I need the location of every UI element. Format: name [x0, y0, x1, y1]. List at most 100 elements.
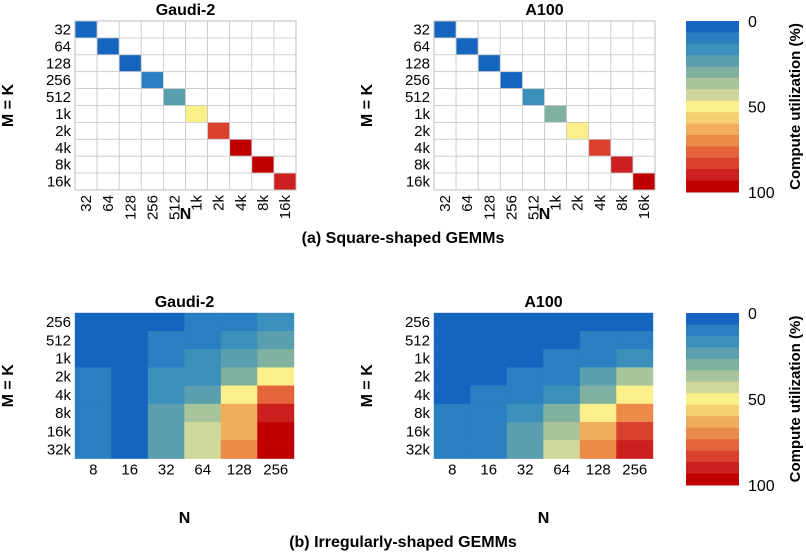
y-tick-label: 64	[413, 38, 430, 55]
heatmap-cell	[140, 54, 164, 73]
heatmap-cell	[184, 385, 222, 405]
heatmap-cell	[499, 105, 523, 123]
x-tick-label: 512	[166, 195, 183, 220]
x-tick-label: 1k	[548, 195, 565, 211]
heatmap-cell	[74, 367, 112, 387]
heatmap-cell	[147, 422, 185, 441]
y-tick-label: 128	[405, 55, 430, 72]
y-axis-title: M = K	[0, 364, 17, 408]
heatmap-cell	[185, 71, 209, 89]
x-tick-label: 256	[144, 195, 161, 220]
heatmap-cell	[207, 20, 231, 39]
heatmap-cell	[140, 37, 164, 56]
x-tick-label: 16k	[636, 195, 653, 220]
heatmap-cell	[566, 54, 590, 73]
heatmap-cell	[544, 122, 568, 140]
heatmap-cell	[433, 331, 471, 350]
heatmap-cell	[207, 71, 231, 89]
x-tick-label: 16	[480, 462, 497, 479]
heatmap-cell	[162, 71, 186, 89]
heatmap-cell	[632, 105, 656, 123]
heatmap-cell	[433, 349, 471, 368]
heatmap-cell	[185, 155, 209, 174]
heatmap-cell	[433, 385, 471, 405]
heatmap-cell	[544, 155, 568, 174]
heatmap-cell	[433, 172, 457, 191]
heatmap-cell	[588, 138, 612, 157]
heatmap-cell	[433, 37, 457, 56]
heatmap-cell	[273, 105, 297, 123]
y-tick-label: 32k	[406, 442, 431, 459]
heatmap-cell	[220, 331, 258, 350]
heatmap-cell	[74, 440, 112, 459]
heatmap-cell	[579, 367, 617, 387]
x-axis-title: N	[180, 206, 192, 223]
heatmap-cell	[566, 105, 590, 123]
heatmap-cell	[207, 138, 231, 157]
heatmap-cell	[229, 37, 253, 56]
heatmap-cell	[184, 367, 222, 387]
heatmap-cell	[579, 385, 617, 405]
heatmap-cell	[74, 422, 112, 441]
heatmap-cell	[455, 155, 479, 174]
heatmap-cell	[477, 155, 501, 174]
heatmap-cell	[111, 312, 149, 332]
colorbar-tick-label: 50	[748, 100, 766, 117]
heatmap-cell	[455, 37, 479, 56]
heatmap-cell	[111, 367, 149, 387]
colorbar-swatch	[686, 89, 739, 102]
y-axis-title: M = K	[0, 84, 17, 128]
heatmap-cell	[433, 440, 471, 459]
heatmap-cell	[477, 54, 501, 73]
heatmap-cell	[273, 155, 297, 174]
colorbar-tick-label: 0	[748, 306, 757, 323]
x-tick-label: 8	[448, 462, 456, 479]
heatmap-cell	[506, 422, 544, 441]
heatmap-cell	[74, 349, 112, 368]
heatmap-cell	[111, 422, 149, 441]
x-tick-label: 16	[121, 462, 138, 479]
heatmap-cell	[499, 71, 523, 89]
heatmap-cell	[184, 440, 222, 459]
heatmap-cell	[257, 422, 295, 441]
heatmap-cell	[74, 331, 112, 350]
heatmap-cell	[433, 105, 457, 123]
heatmap-cell	[522, 172, 545, 191]
heatmap-cell	[257, 331, 295, 350]
heatmap-cell	[257, 403, 295, 423]
heatmap-cell	[588, 155, 612, 174]
heatmap-cell	[96, 122, 120, 140]
heatmap-cell	[220, 440, 258, 459]
colorbar-swatch	[686, 55, 739, 68]
heatmap-cell	[522, 105, 545, 123]
heatmap-cell	[632, 88, 656, 106]
heatmap-cell	[96, 88, 120, 106]
y-tick-label: 2k	[414, 123, 430, 140]
heatmap-cell	[185, 54, 209, 73]
y-tick-label: 2k	[55, 369, 71, 386]
colorbar-a: 0 50 100 Compute utilization (%)	[686, 14, 804, 202]
heatmap-cell	[470, 312, 508, 332]
heatmap-cell	[544, 20, 568, 39]
heatmap-cell	[185, 122, 209, 140]
heatmap-cell	[147, 385, 185, 405]
x-tick-label: 128	[586, 462, 611, 479]
heatmap-cell	[118, 20, 142, 39]
heatmap-cell	[207, 88, 231, 106]
heatmap-cell	[147, 440, 185, 459]
y-tick-label: 4k	[414, 140, 430, 157]
heatmap-cell	[251, 54, 275, 73]
heatmap-cell	[566, 71, 590, 89]
heatmap-cell	[257, 440, 295, 459]
x-tick-label: 8	[89, 462, 97, 479]
x-tick-label: 32	[437, 195, 454, 212]
panel-title: A100	[524, 294, 562, 311]
heatmap-cell	[147, 367, 185, 387]
panel-title: Gaudi-2	[155, 294, 215, 311]
heatmap-cell	[499, 172, 523, 191]
heatmap-cell	[185, 20, 209, 39]
heatmap-cell	[74, 155, 98, 174]
heatmap-cell	[543, 349, 581, 368]
heatmap-cell	[257, 349, 295, 368]
heatmap-cell	[96, 20, 120, 39]
